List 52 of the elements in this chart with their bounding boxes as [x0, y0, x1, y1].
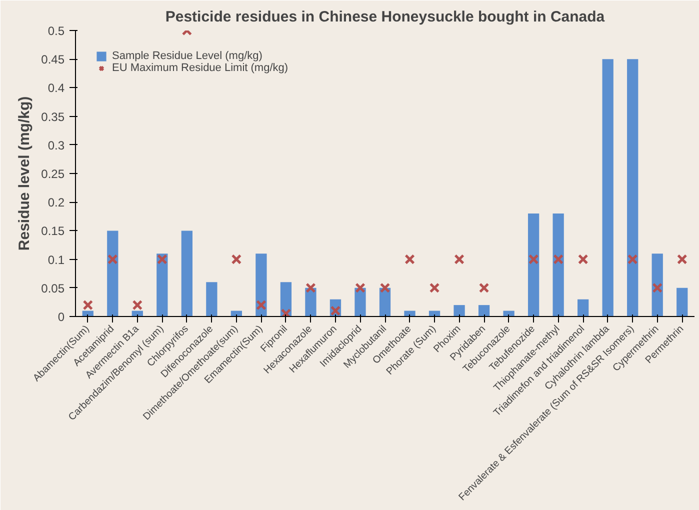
point — [82, 300, 94, 310]
bar — [676, 288, 688, 316]
point — [280, 308, 292, 316]
bar — [627, 59, 638, 316]
y-tick-label: 0.45 — [41, 52, 65, 67]
bar — [578, 299, 589, 316]
bar — [652, 254, 663, 316]
bar — [602, 59, 614, 316]
point — [231, 254, 242, 264]
point — [157, 254, 168, 264]
bar — [256, 254, 267, 316]
point — [454, 254, 464, 264]
point — [355, 282, 366, 294]
y-tick-label: 0.35 — [41, 110, 65, 124]
point — [380, 282, 390, 294]
bar — [354, 288, 366, 316]
legend-label: EU Maximum Residue Limit (mg/kg) — [112, 62, 288, 74]
point — [256, 300, 266, 310]
point — [652, 282, 662, 294]
point — [553, 254, 564, 264]
y-tick-label: 0.15 — [41, 224, 65, 238]
y-tick-label: 0.1 — [48, 252, 65, 267]
bar — [305, 288, 316, 316]
point — [404, 254, 415, 264]
bar — [552, 214, 564, 316]
y-tick-label: 0 — [58, 310, 65, 324]
bar — [528, 214, 540, 316]
point — [429, 282, 440, 294]
y-tick-label: 0.5 — [48, 24, 65, 38]
bar — [280, 282, 292, 316]
legend-label: Sample Residue Level (mg/kg) — [112, 50, 262, 62]
y-tick-label: 0.05 — [41, 281, 65, 296]
y-tick-label: 0.25 — [41, 167, 65, 181]
point — [676, 254, 688, 264]
y-tick-label: 0.2 — [48, 196, 65, 210]
point — [478, 282, 490, 294]
point — [132, 300, 143, 310]
bar — [206, 282, 218, 316]
bar — [181, 230, 192, 316]
bar — [107, 230, 118, 316]
bar — [454, 305, 465, 316]
chart-title: Pesticide residues in Chinese Honeysuckle bought in Canada — [165, 8, 606, 26]
point — [627, 254, 638, 264]
point — [306, 282, 316, 294]
y-tick-label: 0.3 — [48, 138, 65, 152]
bar — [156, 254, 168, 316]
y-tick-label: 0.4 — [48, 81, 65, 96]
point — [578, 254, 588, 264]
point — [108, 254, 118, 264]
y-axis-title: Residue level (mg/kg) — [16, 96, 34, 251]
point — [528, 254, 539, 264]
bar — [478, 305, 490, 316]
